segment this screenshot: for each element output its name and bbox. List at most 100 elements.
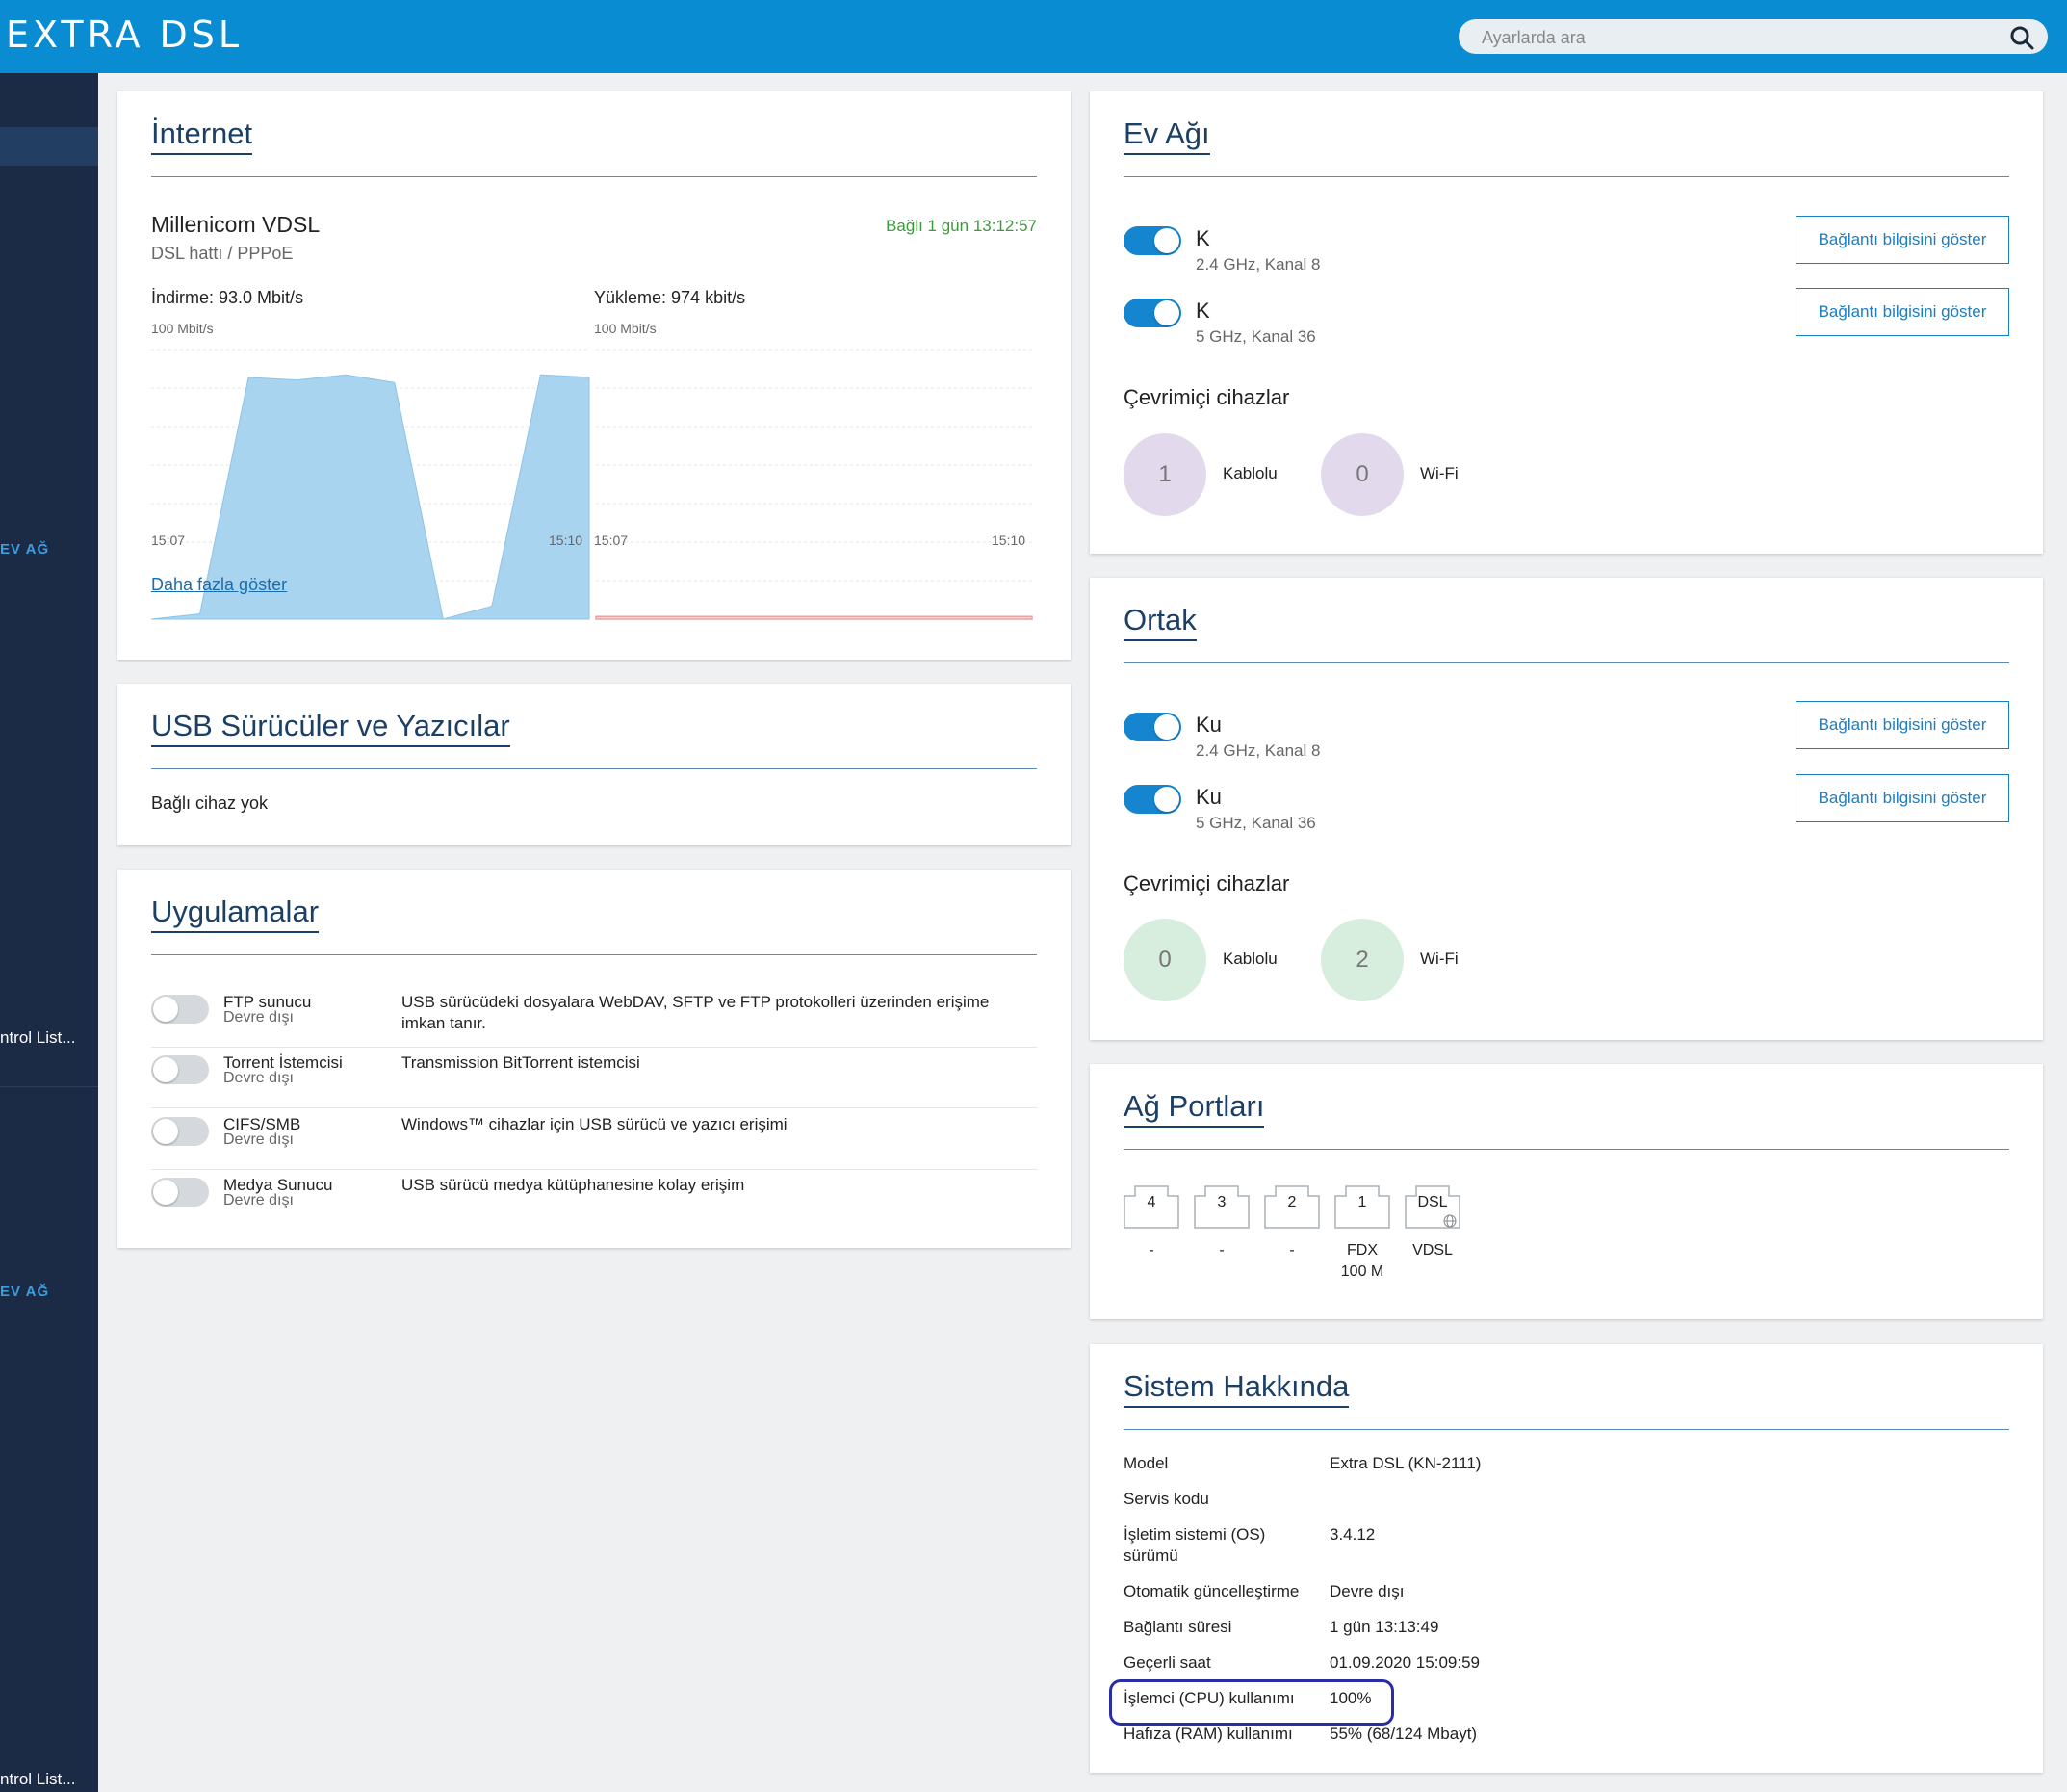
wired-label: Kablolu [1223,464,1278,482]
download-label: İndirme: 93.0 Mbit/s [151,288,304,307]
port-status: - [1289,1242,1295,1259]
port-status-2: 100 M [1340,1263,1384,1280]
system-divider [1124,1429,2009,1430]
wifi-label: Wi-Fi [1420,464,1459,482]
sidebar-active-item[interactable] [0,127,98,166]
app-state: Devre dışı [223,1009,294,1026]
system-title: Sistem Hakkında [1124,1369,1350,1408]
app-desc: Windows™ cihazlar için USB sürücü ve yaz… [401,1115,788,1133]
apps-divider [151,954,1037,955]
guest-wifi-5-toggle[interactable] [1124,785,1181,814]
guest-network-divider [1124,662,2009,663]
app-row-ftp: FTP sunucu Devre dışı USB sürücüdeki dos… [151,987,1037,1048]
usb-divider [151,768,1037,769]
logo: EXTRA DSL [6,13,244,56]
guest-wifi-5-info-button[interactable]: Bağlantı bilgisini göster [1796,774,2009,822]
sidebar-section-ev-ag: EV AĞ [0,541,50,558]
internet-divider [151,176,1037,177]
sidebar-section-ev-ag-2: EV AĞ [0,1284,50,1300]
more-link[interactable]: Daha fazla göster [151,575,288,594]
upload-end-time: 15:10 [992,532,1026,548]
port-status: FDX [1347,1242,1378,1259]
usb-card: USB Sürücüler ve Yazıcılar Bağlı cihaz y… [117,684,1071,845]
app-desc: USB sürücüdeki dosyalara WebDAV, SFTP ve… [401,993,990,1011]
ethernet-port-icon [1194,1185,1250,1229]
apps-title: Uygulamalar [151,895,320,933]
search-box[interactable] [1459,19,2048,56]
wired-count[interactable]: 1 [1124,433,1206,516]
sidebar-divider [0,1086,98,1087]
port-status: - [1219,1242,1225,1259]
wifi-5-toggle[interactable] [1124,299,1181,327]
system-key-os-2: sürümü [1124,1546,1178,1565]
guest-wifi-24-toggle[interactable] [1124,713,1181,741]
system-value-ram: 55% (68/124 Mbayt) [1330,1725,1478,1743]
app-desc: Transmission BitTorrent istemcisi [401,1053,640,1072]
media-toggle[interactable] [151,1178,209,1207]
ports-title: Ağ Portları [1124,1089,1265,1128]
provider-name: Millenicom VDSL [151,212,321,237]
ethernet-port-icon [1334,1185,1390,1229]
usb-status: Bağlı cihaz yok [151,793,269,813]
app-row-media: Medya Sunucu Devre dışı USB sürücü medya… [151,1170,1037,1230]
wifi-24-toggle[interactable] [1124,226,1181,255]
system-value-os: 3.4.12 [1330,1525,1376,1544]
system-value-uptime: 1 gün 13:13:49 [1330,1618,1439,1636]
cifs-toggle[interactable] [151,1117,209,1146]
guest-wired-count[interactable]: 0 [1124,919,1206,1001]
upload-area [595,615,1033,620]
app-row-torrent: Torrent İstemcisi Devre dışı Transmissio… [151,1048,1037,1108]
port-3[interactable] [1264,1184,1320,1229]
search-icon[interactable] [2009,25,2034,50]
download-start-time: 15:07 [151,532,186,548]
download-area [151,374,590,620]
app-state: Devre dışı [223,1070,294,1086]
system-key-uptime: Bağlantı süresi [1124,1618,1232,1636]
port-4[interactable] [1334,1184,1390,1229]
upload-label: Yükleme: 974 kbit/s [594,288,746,307]
app-row-cifs: CIFS/SMB Devre dışı Windows™ cihazlar iç… [151,1109,1037,1170]
sidebar-item-control-list-2[interactable]: ntrol List... [0,1770,76,1788]
port-1[interactable] [1124,1184,1179,1229]
cpu-highlight [1109,1679,1394,1726]
app-state: Devre dışı [223,1131,294,1148]
guest-wifi-24-info: 2.4 GHz, Kanal 8 [1196,741,1321,760]
upload-scale: 100 Mbit/s [594,321,657,336]
wifi-5-ssid: K [1196,299,1210,323]
sidebar-item-control-list[interactable]: ntrol List... [0,1028,76,1047]
wifi-24-info-button[interactable]: Bağlantı bilgisini göster [1796,216,2009,264]
system-value-autoupdate: Devre dışı [1330,1582,1405,1600]
wifi-24-ssid: K [1196,226,1210,250]
system-key-time: Geçerli saat [1124,1653,1211,1672]
system-value-cpu: 100% [1330,1689,1372,1707]
upload-gridlines [596,349,1032,620]
download-end-time: 15:10 [549,532,583,548]
guest-wifi-label: Wi-Fi [1420,949,1459,968]
app-state: Devre dışı [223,1192,294,1208]
port-label: 2 [1287,1194,1297,1210]
guest-wifi-5-info: 5 GHz, Kanal 36 [1196,814,1316,832]
port-label: 1 [1357,1194,1367,1210]
app-desc-2: imkan tanır. [401,1014,486,1032]
port-2[interactable] [1194,1184,1250,1229]
wifi-5-info-button[interactable]: Bağlantı bilgisini göster [1796,288,2009,336]
port-status: VDSL [1412,1242,1453,1259]
search-input[interactable] [1480,19,1984,56]
sidebar: EV AĞ ntrol List... EV AĞ ntrol List... [0,73,98,1792]
guest-online-devices-title: Çevrimiçi cihazlar [1124,871,1290,896]
port-label: DSL [1417,1194,1448,1210]
ports-divider [1124,1149,2009,1150]
wifi-count[interactable]: 0 [1321,433,1404,516]
port-label: 3 [1217,1194,1227,1210]
ports-card: Ağ Portları 4 - 3 - 2 - 1 FDX 100 M DSL VDSL [1090,1064,2043,1319]
torrent-toggle[interactable] [151,1055,209,1084]
system-key-ram: Hafıza (RAM) kullanımı [1124,1725,1293,1743]
ftp-toggle[interactable] [151,995,209,1024]
guest-wifi-count[interactable]: 2 [1321,919,1404,1001]
internet-card: İnternet Millenicom VDSL DSL hattı / PPP… [117,91,1071,660]
app-name: Torrent İstemcisi [223,1053,343,1072]
guest-wifi-24-info-button[interactable]: Bağlantı bilgisini göster [1796,701,2009,749]
system-value-time: 01.09.2020 15:09:59 [1330,1653,1480,1672]
system-key-model: Model [1124,1454,1169,1472]
port-5[interactable] [1405,1184,1460,1229]
